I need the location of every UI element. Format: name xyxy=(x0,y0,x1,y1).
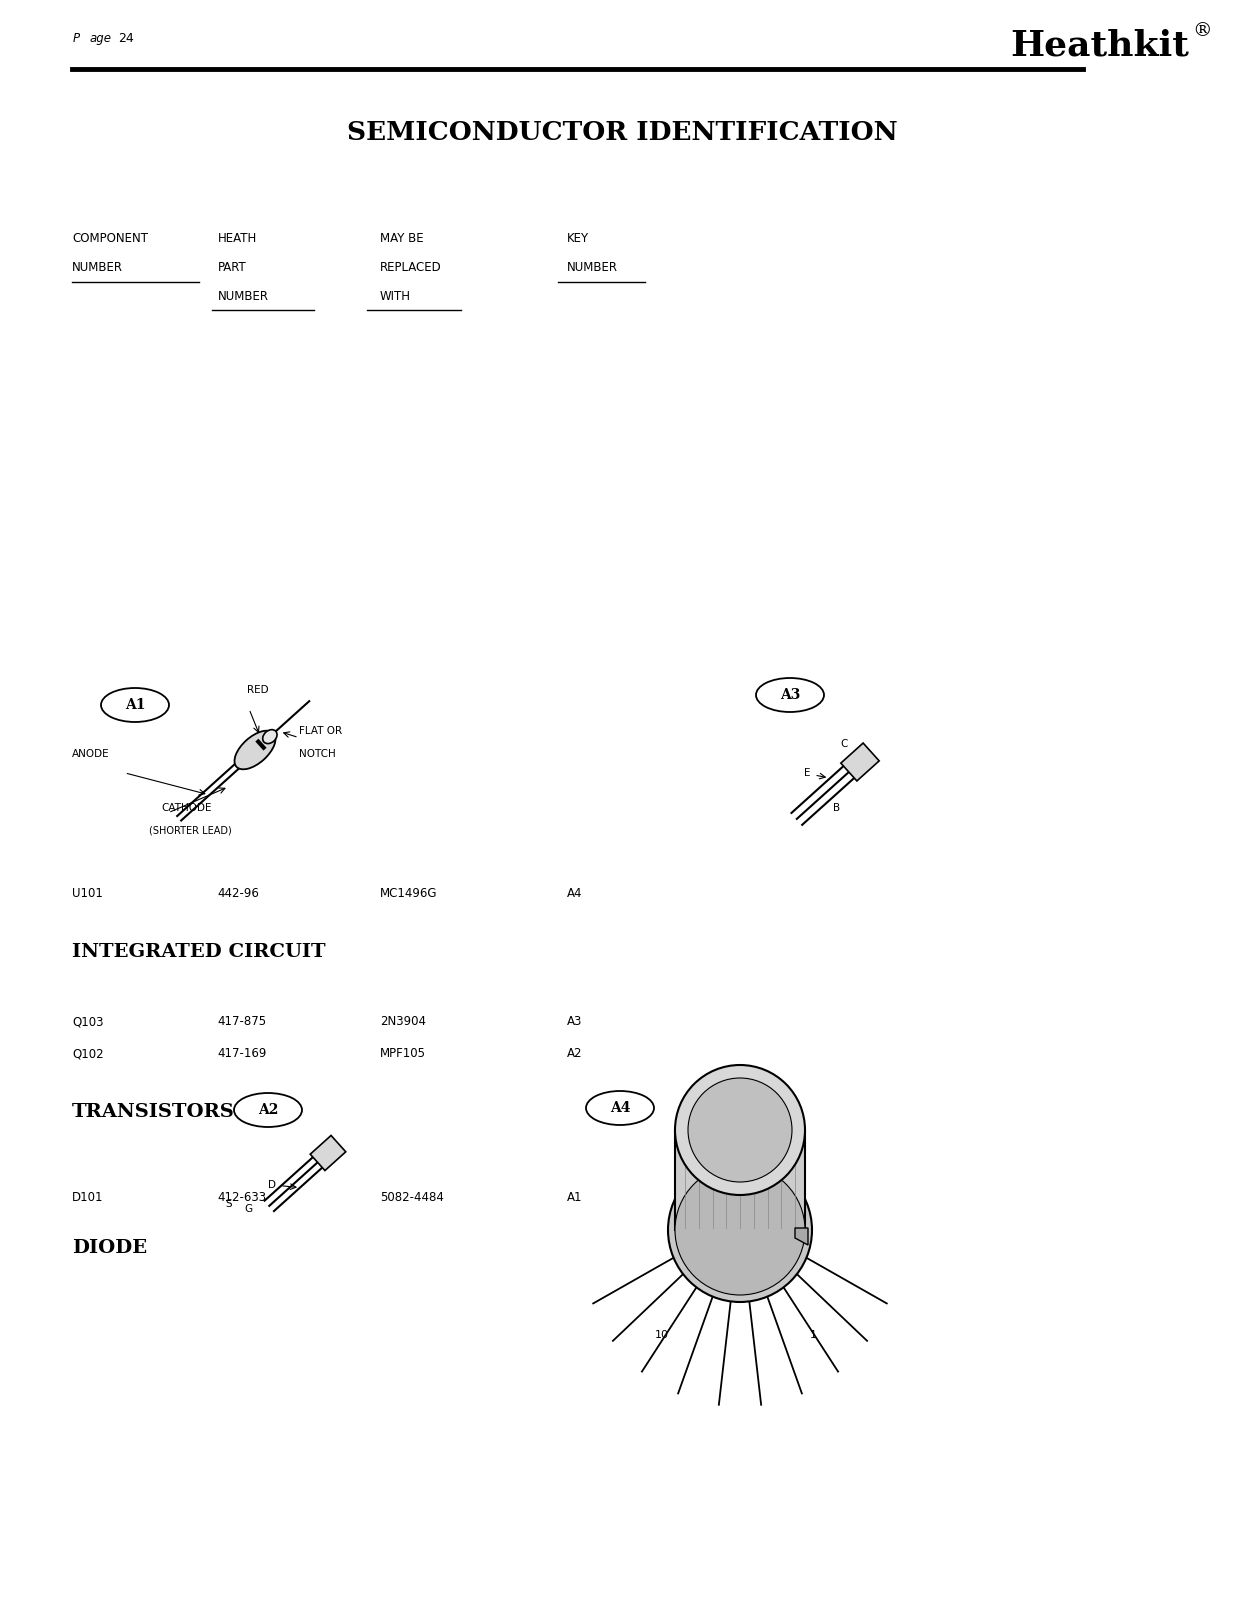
Circle shape xyxy=(675,1066,806,1195)
Text: Q103: Q103 xyxy=(72,1014,103,1029)
Circle shape xyxy=(669,1158,812,1302)
Text: A1: A1 xyxy=(124,698,146,712)
Circle shape xyxy=(688,1078,792,1182)
Text: A3: A3 xyxy=(566,1014,581,1029)
Text: MPF105: MPF105 xyxy=(380,1046,426,1061)
Text: MAY BE: MAY BE xyxy=(380,232,423,245)
Ellipse shape xyxy=(263,730,278,744)
Text: MC1496G: MC1496G xyxy=(380,886,437,901)
Circle shape xyxy=(675,1165,806,1294)
Text: SEMICONDUCTOR IDENTIFICATION: SEMICONDUCTOR IDENTIFICATION xyxy=(347,120,898,146)
Text: 5082-4484: 5082-4484 xyxy=(380,1190,443,1205)
Text: (SHORTER LEAD): (SHORTER LEAD) xyxy=(149,826,232,835)
Text: 442-96: 442-96 xyxy=(218,886,260,901)
Text: D101: D101 xyxy=(72,1190,103,1205)
Text: RED: RED xyxy=(247,685,268,694)
Ellipse shape xyxy=(234,731,275,770)
Text: COMPONENT: COMPONENT xyxy=(72,232,148,245)
Text: 417-875: 417-875 xyxy=(218,1014,266,1029)
Text: A2: A2 xyxy=(258,1102,278,1117)
Text: 2N3904: 2N3904 xyxy=(380,1014,426,1029)
Text: HEATH: HEATH xyxy=(218,232,258,245)
Text: U101: U101 xyxy=(72,886,103,901)
Text: REPLACED: REPLACED xyxy=(380,261,442,274)
Text: NUMBER: NUMBER xyxy=(566,261,618,274)
Text: DIODE: DIODE xyxy=(72,1238,147,1258)
Text: 24: 24 xyxy=(118,32,134,45)
Text: INTEGRATED CIRCUIT: INTEGRATED CIRCUIT xyxy=(72,944,326,962)
Text: D: D xyxy=(268,1179,276,1190)
Text: A4: A4 xyxy=(566,886,581,901)
Text: KEY: KEY xyxy=(566,232,589,245)
FancyBboxPatch shape xyxy=(675,1130,806,1230)
Text: TRANSISTORS: TRANSISTORS xyxy=(72,1104,235,1122)
Text: A4: A4 xyxy=(610,1101,630,1115)
Text: 417-169: 417-169 xyxy=(218,1046,268,1061)
Text: NUMBER: NUMBER xyxy=(218,290,269,302)
Text: A3: A3 xyxy=(779,688,801,702)
Text: WITH: WITH xyxy=(380,290,411,302)
Text: A1: A1 xyxy=(566,1190,581,1205)
Text: Q102: Q102 xyxy=(72,1046,103,1061)
Text: NOTCH: NOTCH xyxy=(299,749,336,758)
Polygon shape xyxy=(310,1136,346,1171)
Polygon shape xyxy=(796,1229,808,1245)
Text: 10: 10 xyxy=(655,1330,669,1341)
Text: P: P xyxy=(72,32,80,45)
Text: PART: PART xyxy=(218,261,247,274)
Text: 412-633: 412-633 xyxy=(218,1190,266,1205)
Text: G: G xyxy=(244,1205,253,1214)
Text: E: E xyxy=(804,768,810,778)
Text: FLAT OR: FLAT OR xyxy=(299,726,342,736)
Text: Heathkit: Heathkit xyxy=(1010,29,1189,62)
Text: 1: 1 xyxy=(810,1330,817,1341)
Text: S: S xyxy=(225,1198,232,1210)
Text: B: B xyxy=(833,803,840,813)
Text: age: age xyxy=(90,32,112,45)
Polygon shape xyxy=(840,742,879,781)
Text: C: C xyxy=(840,739,848,749)
Text: CATHODE: CATHODE xyxy=(162,803,213,813)
Text: A2: A2 xyxy=(566,1046,581,1061)
Text: ®: ® xyxy=(1193,22,1213,40)
Text: ANODE: ANODE xyxy=(72,749,110,758)
Text: NUMBER: NUMBER xyxy=(72,261,123,274)
